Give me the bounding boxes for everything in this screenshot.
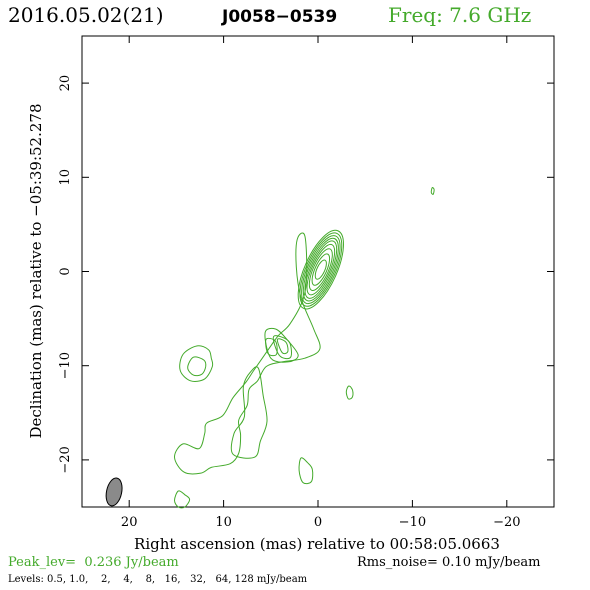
- y-tick-label: 10: [58, 169, 73, 186]
- core-contour: [299, 232, 343, 307]
- epoch-title: 2016.05.02(21): [8, 3, 164, 27]
- x-tick-label: −10: [399, 515, 426, 530]
- core-contour: [311, 253, 331, 286]
- contour-knot-ra-3: [345, 385, 354, 400]
- contour-jet-mid-2: [272, 335, 292, 360]
- contour-layer: [173, 187, 435, 509]
- contour-knot-ra12-inner: [187, 356, 207, 377]
- contour-jet-mid-1: [264, 327, 299, 363]
- core-contour: [308, 248, 333, 291]
- contour-jet-blob: [265, 337, 278, 357]
- beam-layer: [105, 477, 123, 507]
- y-tick-label: −10: [58, 352, 73, 379]
- contour-jet-mid-3: [276, 338, 289, 355]
- x-axis-label: Right ascension (mas) relative to 00:58:…: [134, 535, 500, 553]
- y-tick-label: 20: [58, 75, 73, 92]
- contour-levels: Levels: 0.5, 1.0, 2, 4, 8, 16, 32, 64, 1…: [8, 574, 308, 585]
- axis-ticks: [82, 36, 554, 507]
- y-tick-label: 0: [58, 267, 73, 275]
- y-axis-label: Declination (mas) relative to −05:39:52.…: [27, 103, 45, 438]
- source-name: J0058−0539: [221, 7, 337, 27]
- frequency-label: Freq: 7.6 GHz: [388, 3, 531, 27]
- restoring-beam: [105, 477, 123, 507]
- core-contour: [304, 240, 338, 299]
- contour-jet-outer: [173, 232, 321, 475]
- core-contour: [314, 259, 327, 280]
- contour-knot-ra12-outer: [179, 345, 214, 382]
- x-tick-label: 0: [314, 515, 322, 530]
- peak-level: Peak_lev= 0.236 Jy/beam: [8, 555, 179, 570]
- core-contour: [301, 235, 341, 305]
- y-tick-labels: 20 10 0 −10 −20: [58, 75, 73, 474]
- contour-knot-ra14-bottom: [173, 490, 191, 509]
- core-contour: [302, 237, 339, 302]
- y-tick-label: −20: [58, 446, 73, 473]
- x-tick-label: 20: [121, 515, 138, 530]
- contour-knot-ra-12: [430, 187, 435, 195]
- x-tick-label: 10: [215, 515, 232, 530]
- contour-jet-inner: [230, 366, 268, 459]
- plot-frame: [81, 35, 555, 508]
- x-tick-label: −20: [493, 515, 520, 530]
- contour-knot-ra1: [298, 457, 314, 485]
- rms-noise: Rms_noise= 0.10 mJy/beam: [357, 555, 540, 570]
- x-tick-labels: 20 10 0 −10 −20: [121, 515, 521, 530]
- core-contour: [306, 243, 336, 296]
- core-contour: [297, 229, 344, 310]
